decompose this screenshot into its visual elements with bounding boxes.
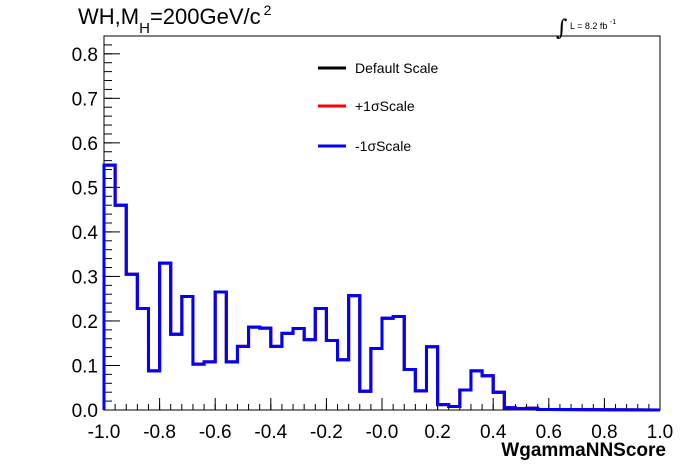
- x-tick-label: -0.0: [366, 422, 399, 443]
- y-tick-label: 0.1: [72, 356, 98, 377]
- title-superscript: 2: [263, 2, 272, 18]
- y-axis-ticks: 0.0 0.1 0.2 0.3 0.4 0.5 0.6 0.7 0.8: [72, 35, 120, 422]
- x-tick-label: 1.0: [647, 422, 673, 443]
- title-value: =200GeV/c: [149, 4, 261, 29]
- legend-label: Default Scale: [355, 60, 438, 76]
- x-tick-label: 0.2: [424, 422, 450, 443]
- legend: Default Scale +1σScale -1σScale: [318, 60, 438, 154]
- x-tick-label: -0.8: [143, 422, 176, 443]
- series-line-2: [102, 163, 661, 412]
- x-axis-ticks: -1.0 -0.8 -0.6 -0.4 -0.2 -0.0 0.2 0.4 0.6 0.8 1.0: [88, 398, 673, 443]
- plot-frame: [103, 35, 661, 411]
- title-subscript: H: [139, 20, 150, 37]
- y-tick-label: 0.8: [72, 45, 98, 66]
- x-tick-label: 0.8: [591, 422, 617, 443]
- legend-label: +1σScale: [355, 98, 415, 114]
- lumi-text: L = 8.2 fb: [569, 21, 608, 31]
- series-line-1: [102, 163, 661, 412]
- x-tick-label: 0.4: [480, 422, 507, 443]
- series-layer: [102, 163, 661, 412]
- chart-title: WH,MH=200GeV/c 2: [78, 2, 272, 37]
- y-tick-label: 0.0: [72, 401, 98, 422]
- integral-icon: ∫: [556, 16, 568, 41]
- y-tick-label: 0.2: [72, 312, 98, 333]
- y-tick-label: 0.6: [72, 134, 98, 155]
- x-tick-label: -1.0: [88, 422, 121, 443]
- title-prefix: WH,M: [78, 4, 140, 29]
- x-tick-label: 0.6: [536, 422, 562, 443]
- y-tick-label: 0.7: [72, 89, 98, 110]
- x-tick-label: -0.6: [199, 422, 232, 443]
- lumi-superscript: -1: [609, 19, 617, 26]
- y-tick-label: 0.4: [72, 223, 99, 244]
- legend-label: -1σScale: [355, 138, 411, 154]
- y-tick-label: 0.3: [72, 267, 98, 288]
- series-line-0: [102, 163, 661, 412]
- luminosity-label: ∫ L = 8.2 fb -1: [556, 10, 617, 41]
- x-tick-label: -0.4: [254, 422, 287, 443]
- x-tick-label: -0.2: [310, 422, 343, 443]
- y-tick-label: 0.5: [72, 178, 98, 199]
- x-axis-title: WgammaNNScore: [501, 440, 666, 461]
